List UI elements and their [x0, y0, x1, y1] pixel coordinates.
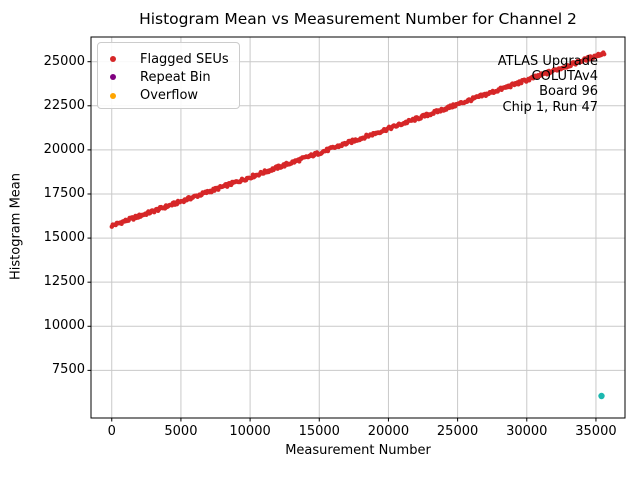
legend-entry-repeat-bin: Repeat Bin [98, 68, 239, 86]
annotation-line: Chip 1, Run 47 [502, 99, 598, 115]
overflow-marker-icon [110, 92, 116, 99]
y-tick-label: 12500 [43, 274, 85, 290]
y-tick-label: 22500 [43, 97, 85, 113]
legend-entry-flagged-seus: Flagged SEUs [98, 50, 239, 68]
chart-title: Histogram Mean vs Measurement Number for… [139, 10, 577, 28]
y-tick-label: 17500 [43, 185, 85, 201]
x-tick-label: 25000 [436, 424, 479, 439]
y-tick-label: 7500 [51, 362, 85, 378]
x-tick-label: 20000 [367, 424, 410, 439]
x-tick-label: 35000 [575, 424, 617, 439]
annotation-line: Board 96 [539, 84, 598, 100]
annotation-line: COLUTAv4 [531, 69, 598, 85]
x-tick-label: 10000 [229, 424, 271, 439]
legend-entry-overflow: Overflow [98, 87, 239, 105]
repeat-bin-marker-icon [110, 74, 116, 81]
y-axis-label: Histogram Mean [8, 173, 24, 280]
y-tick-label: 20000 [43, 141, 85, 157]
legend-label: Repeat Bin [140, 69, 211, 85]
x-tick-label: 0 [107, 424, 116, 439]
x-tick-label: 5000 [164, 424, 198, 439]
x-tick-label: 30000 [506, 424, 548, 439]
y-tick-label: 10000 [43, 318, 85, 334]
annotation-line: ATLAS Upgrade [497, 54, 598, 69]
y-tick-label: 25000 [43, 53, 85, 69]
flagged-seus-marker-icon [110, 56, 116, 63]
x-axis-label: Measurement Number [285, 443, 431, 458]
legend: Flagged SEUs Repeat Bin Overflow [97, 42, 240, 109]
legend-label: Flagged SEUs [140, 51, 229, 67]
run-info-annotation: ATLAS Upgrade COLUTAv4 Board 96 Chip 1, … [498, 54, 598, 115]
x-tick-label: 15000 [298, 424, 340, 439]
legend-label: Overflow [140, 88, 199, 104]
y-tick-label: 15000 [43, 230, 85, 246]
